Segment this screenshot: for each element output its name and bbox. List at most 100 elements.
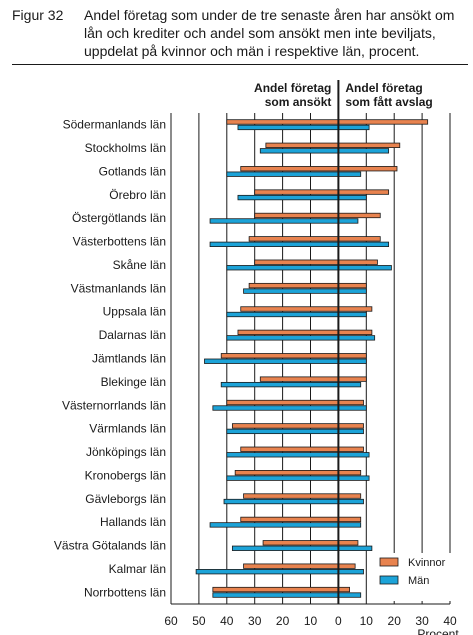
category-label: Kalmar län xyxy=(109,562,166,576)
bar-rejected xyxy=(337,493,362,499)
bar-rejected xyxy=(337,470,362,476)
category-label: Södermanlands län xyxy=(63,118,166,132)
bar-rejected xyxy=(337,586,350,593)
bar-rejected xyxy=(337,282,367,289)
category-label: Örebro län xyxy=(109,188,166,202)
x-tick-label: 50 xyxy=(192,614,206,628)
legend-swatch xyxy=(379,557,399,567)
bar-rejected xyxy=(337,218,359,224)
bar-rejected xyxy=(337,540,359,546)
gridlines xyxy=(170,113,451,604)
category-label: Hallands län xyxy=(100,515,166,529)
bar-rejected xyxy=(337,148,390,154)
bar-applied xyxy=(226,428,339,435)
figure-title: Andel företag som under de tre senaste å… xyxy=(84,7,455,59)
bar-rejected xyxy=(337,194,367,201)
bar-applied xyxy=(212,586,339,593)
bar-applied xyxy=(240,516,339,523)
bar-rejected xyxy=(337,446,364,452)
bar-rejected xyxy=(337,358,367,364)
bar-rejected xyxy=(337,335,376,341)
bar-rejected xyxy=(337,311,367,318)
category-label: Västra Götalands län xyxy=(54,539,166,553)
bar-applied xyxy=(237,194,339,201)
bar-applied xyxy=(259,148,339,154)
header-applied: som ansökt xyxy=(265,95,332,109)
bar-rejected xyxy=(337,236,381,242)
bar-applied xyxy=(212,592,339,598)
x-tick-label: 10 xyxy=(360,614,374,628)
bar-rejected xyxy=(337,189,390,195)
category-label: Dalarnas län xyxy=(99,328,166,342)
bar-rejected xyxy=(337,399,364,406)
bar-applied xyxy=(262,540,339,546)
x-tick-label: 60 xyxy=(164,614,178,628)
x-unit-label: Procent xyxy=(417,627,459,635)
bar-rejected xyxy=(337,522,362,528)
bar-rejected xyxy=(337,428,364,435)
bar-applied xyxy=(240,446,339,452)
bar-applied xyxy=(248,236,339,242)
bar-applied xyxy=(212,405,339,411)
bar-applied xyxy=(240,306,339,312)
category-label: Blekinge län xyxy=(101,375,166,389)
bar-rejected xyxy=(337,171,362,177)
x-tick-label: 20 xyxy=(276,614,290,628)
bar-applied xyxy=(226,335,339,341)
category-label: Uppsala län xyxy=(103,305,166,319)
category-label: Gävleborgs län xyxy=(85,492,166,506)
bar-applied xyxy=(220,353,339,359)
bar-rejected xyxy=(337,306,373,312)
header-rejected: som fått avslag xyxy=(345,95,432,109)
header-applied: Andel företag xyxy=(254,81,331,95)
x-tick-label: 10 xyxy=(304,614,318,628)
bar-applied xyxy=(223,498,339,505)
bar-applied xyxy=(231,423,339,429)
category-label: Värmlands län xyxy=(89,422,166,436)
bar-rejected xyxy=(337,166,398,172)
figure-label: Figur 32 xyxy=(12,7,64,23)
bar-applied xyxy=(248,282,339,289)
category-labels: Södermanlands län Stockholms län Gotlands … xyxy=(54,118,166,600)
category-label: Kronobergs län xyxy=(85,468,166,482)
bars xyxy=(195,119,429,598)
bar-applied xyxy=(226,399,339,406)
category-label: Västernorrlands län xyxy=(62,398,166,412)
category-label: Gotlands län xyxy=(99,164,166,178)
bar-rejected xyxy=(337,353,367,359)
bar-applied xyxy=(220,381,339,388)
category-label: Skåne län xyxy=(113,258,166,272)
bar-rejected xyxy=(337,119,429,125)
bar-applied xyxy=(234,470,339,476)
bar-rejected xyxy=(337,142,401,148)
x-tick-label: 30 xyxy=(415,614,429,628)
bar-applied xyxy=(240,166,339,172)
bar-applied xyxy=(204,358,339,364)
bar-applied xyxy=(209,241,339,247)
bar-rejected xyxy=(337,592,362,598)
bar-rejected xyxy=(337,212,381,219)
x-tick-label: 40 xyxy=(220,614,234,628)
bar-rejected xyxy=(337,265,392,271)
bar-applied xyxy=(226,119,339,125)
bar-applied xyxy=(226,265,339,271)
bar-rejected xyxy=(337,545,373,551)
bar-applied xyxy=(237,124,339,131)
bar-applied xyxy=(254,259,339,265)
bar-applied xyxy=(209,522,339,528)
bar-applied xyxy=(243,288,339,294)
bar-applied xyxy=(254,189,339,195)
x-tick-label: 30 xyxy=(248,614,262,628)
bar-rejected xyxy=(337,498,364,505)
category-label: Norrbottens län xyxy=(84,585,166,599)
bar-rejected xyxy=(337,376,367,382)
bar-applied xyxy=(226,311,339,318)
category-label: Västerbottens län xyxy=(73,235,166,249)
category-label: Jönköpings län xyxy=(86,445,166,459)
bar-rejected xyxy=(337,475,370,481)
category-label: Västmanlands län xyxy=(71,281,166,295)
bar-applied xyxy=(254,212,339,219)
